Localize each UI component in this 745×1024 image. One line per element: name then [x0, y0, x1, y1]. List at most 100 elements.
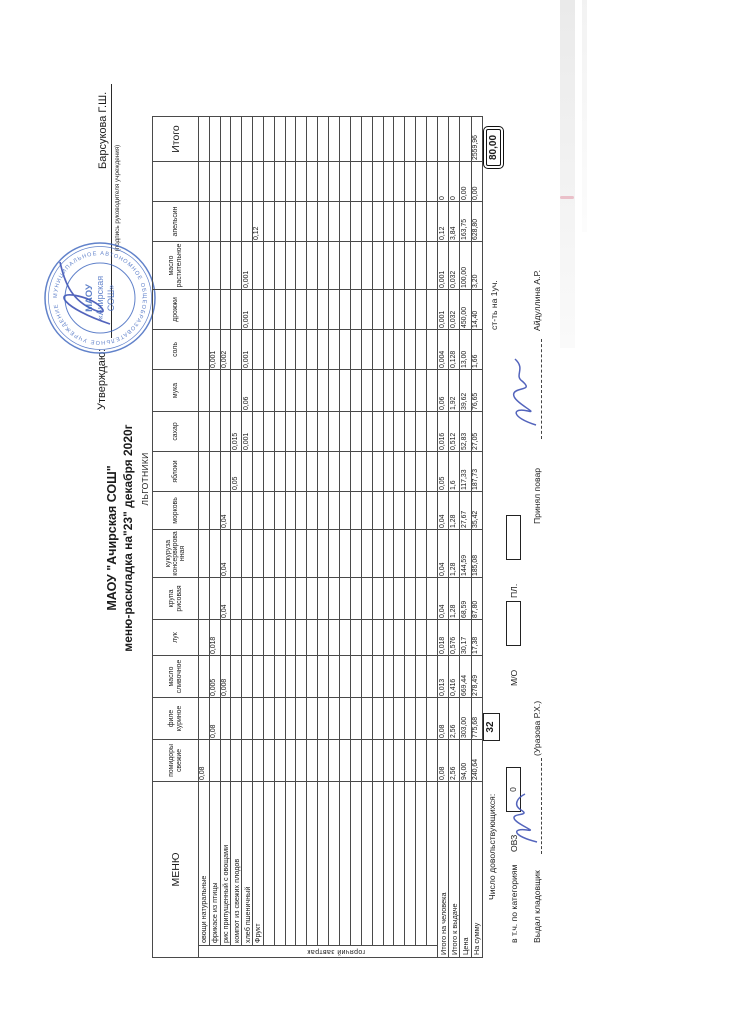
value-cell: 27,05: [471, 411, 483, 452]
categories-label: в т.ч. по категориям: [509, 864, 519, 943]
dish-row: компот из свежих плодов 0,05 0,015: [230, 116, 242, 957]
value-cell: [306, 411, 318, 452]
value-cell: [317, 161, 329, 202]
value-cell: [426, 739, 438, 782]
value-cell: [306, 329, 318, 370]
value-cell: [328, 201, 340, 242]
value-cell: [252, 697, 264, 740]
value-cell: [285, 491, 296, 530]
value-cell: [372, 369, 384, 412]
dish-name-cell: [383, 781, 394, 946]
value-cell: 775,68: [471, 697, 483, 740]
value-cell: [295, 116, 307, 162]
dish-name-cell: [263, 781, 275, 946]
empty-row: [415, 116, 427, 957]
value-cell: [426, 369, 438, 412]
value-cell: [372, 619, 384, 656]
value-cell: [372, 116, 384, 162]
empty-row: [339, 116, 351, 957]
value-cell: [220, 116, 231, 162]
value-cell: [263, 161, 275, 202]
value-cell: [241, 529, 253, 578]
value-cell: [361, 451, 373, 492]
value-cell: [209, 369, 221, 412]
value-cell: 0,512: [448, 411, 460, 452]
value-cell: [198, 201, 210, 242]
value-cell: [274, 491, 286, 530]
value-cell: 3,84: [448, 201, 460, 242]
value-cell: [263, 329, 275, 370]
value-cell: [350, 241, 362, 290]
value-cell: [328, 411, 340, 452]
cook-signature: [513, 358, 537, 426]
value-cell: 450,00: [459, 289, 472, 330]
empty-row: [361, 116, 373, 957]
value-cell: [426, 529, 438, 578]
value-cell: [306, 577, 318, 620]
value-cell: [415, 529, 427, 578]
value-cell: [404, 655, 416, 698]
value-cell: [361, 369, 373, 412]
value-cell: [317, 201, 329, 242]
value-cell: [339, 739, 351, 782]
value-cell: [372, 289, 384, 330]
value-cell: 0,032: [448, 241, 460, 290]
value-cell: [220, 241, 231, 290]
value-cell: [372, 655, 384, 698]
value-cell: [198, 241, 210, 290]
document-category: Льготники: [140, 452, 150, 506]
value-cell: [263, 289, 275, 330]
dish-name-cell: фрикасе из птицы: [209, 781, 221, 946]
value-cell: [415, 241, 427, 290]
value-cell: [209, 529, 221, 578]
value-cell: [220, 369, 231, 412]
empty-row: [306, 116, 318, 957]
value-cell: [198, 329, 210, 370]
value-cell: 0,04: [220, 491, 231, 530]
value-cell: 0,032: [448, 289, 460, 330]
value-cell: [263, 241, 275, 290]
value-cell: [306, 739, 318, 782]
value-cell: [328, 451, 340, 492]
value-cell: [328, 697, 340, 740]
value-cell: [295, 289, 307, 330]
value-cell: [339, 241, 351, 290]
value-cell: 0,128: [448, 329, 460, 370]
value-cell: [459, 116, 472, 162]
value-cell: 117,33: [459, 451, 472, 492]
value-cell: 0,05: [230, 451, 242, 492]
value-cell: [350, 451, 362, 492]
column-header: дрожжи: [152, 289, 199, 330]
value-cell: [361, 161, 373, 202]
value-cell: [263, 116, 275, 162]
value-cell: [285, 161, 296, 202]
value-cell: 0,00: [459, 161, 472, 202]
value-cell: [415, 289, 427, 330]
value-cell: [339, 369, 351, 412]
value-cell: [350, 655, 362, 698]
value-cell: [448, 116, 460, 162]
value-cell: [306, 116, 318, 162]
school-stamp-icon: МУНИЦИПАЛЬНОЕ АВТОНОМНОЕ ОБЩЕОБРАЗОВАТЕЛ…: [44, 242, 156, 354]
value-cell: [285, 619, 296, 656]
value-cell: [372, 697, 384, 740]
dish-name-cell: [361, 781, 373, 946]
value-cell: [252, 289, 264, 330]
dish-row: Фрукт 0,12: [252, 116, 264, 957]
value-cell: [350, 577, 362, 620]
value-cell: 35,42: [471, 491, 483, 530]
value-cell: [361, 655, 373, 698]
column-header: помидоры свежие: [152, 739, 199, 782]
value-cell: 2559,96: [471, 116, 483, 162]
value-cell: [274, 241, 286, 290]
value-cell: 0,04: [437, 491, 449, 530]
value-cell: [415, 369, 427, 412]
value-cell: 0,008: [220, 655, 231, 698]
value-cell: [198, 491, 210, 530]
value-cell: 0,576: [448, 619, 460, 656]
value-cell: [328, 241, 340, 290]
dish-row: рис припущенный с овощами 0,008 0,04 0,04 0,…: [220, 116, 231, 957]
value-cell: [220, 619, 231, 656]
value-cell: [306, 655, 318, 698]
value-cell: [317, 116, 329, 162]
